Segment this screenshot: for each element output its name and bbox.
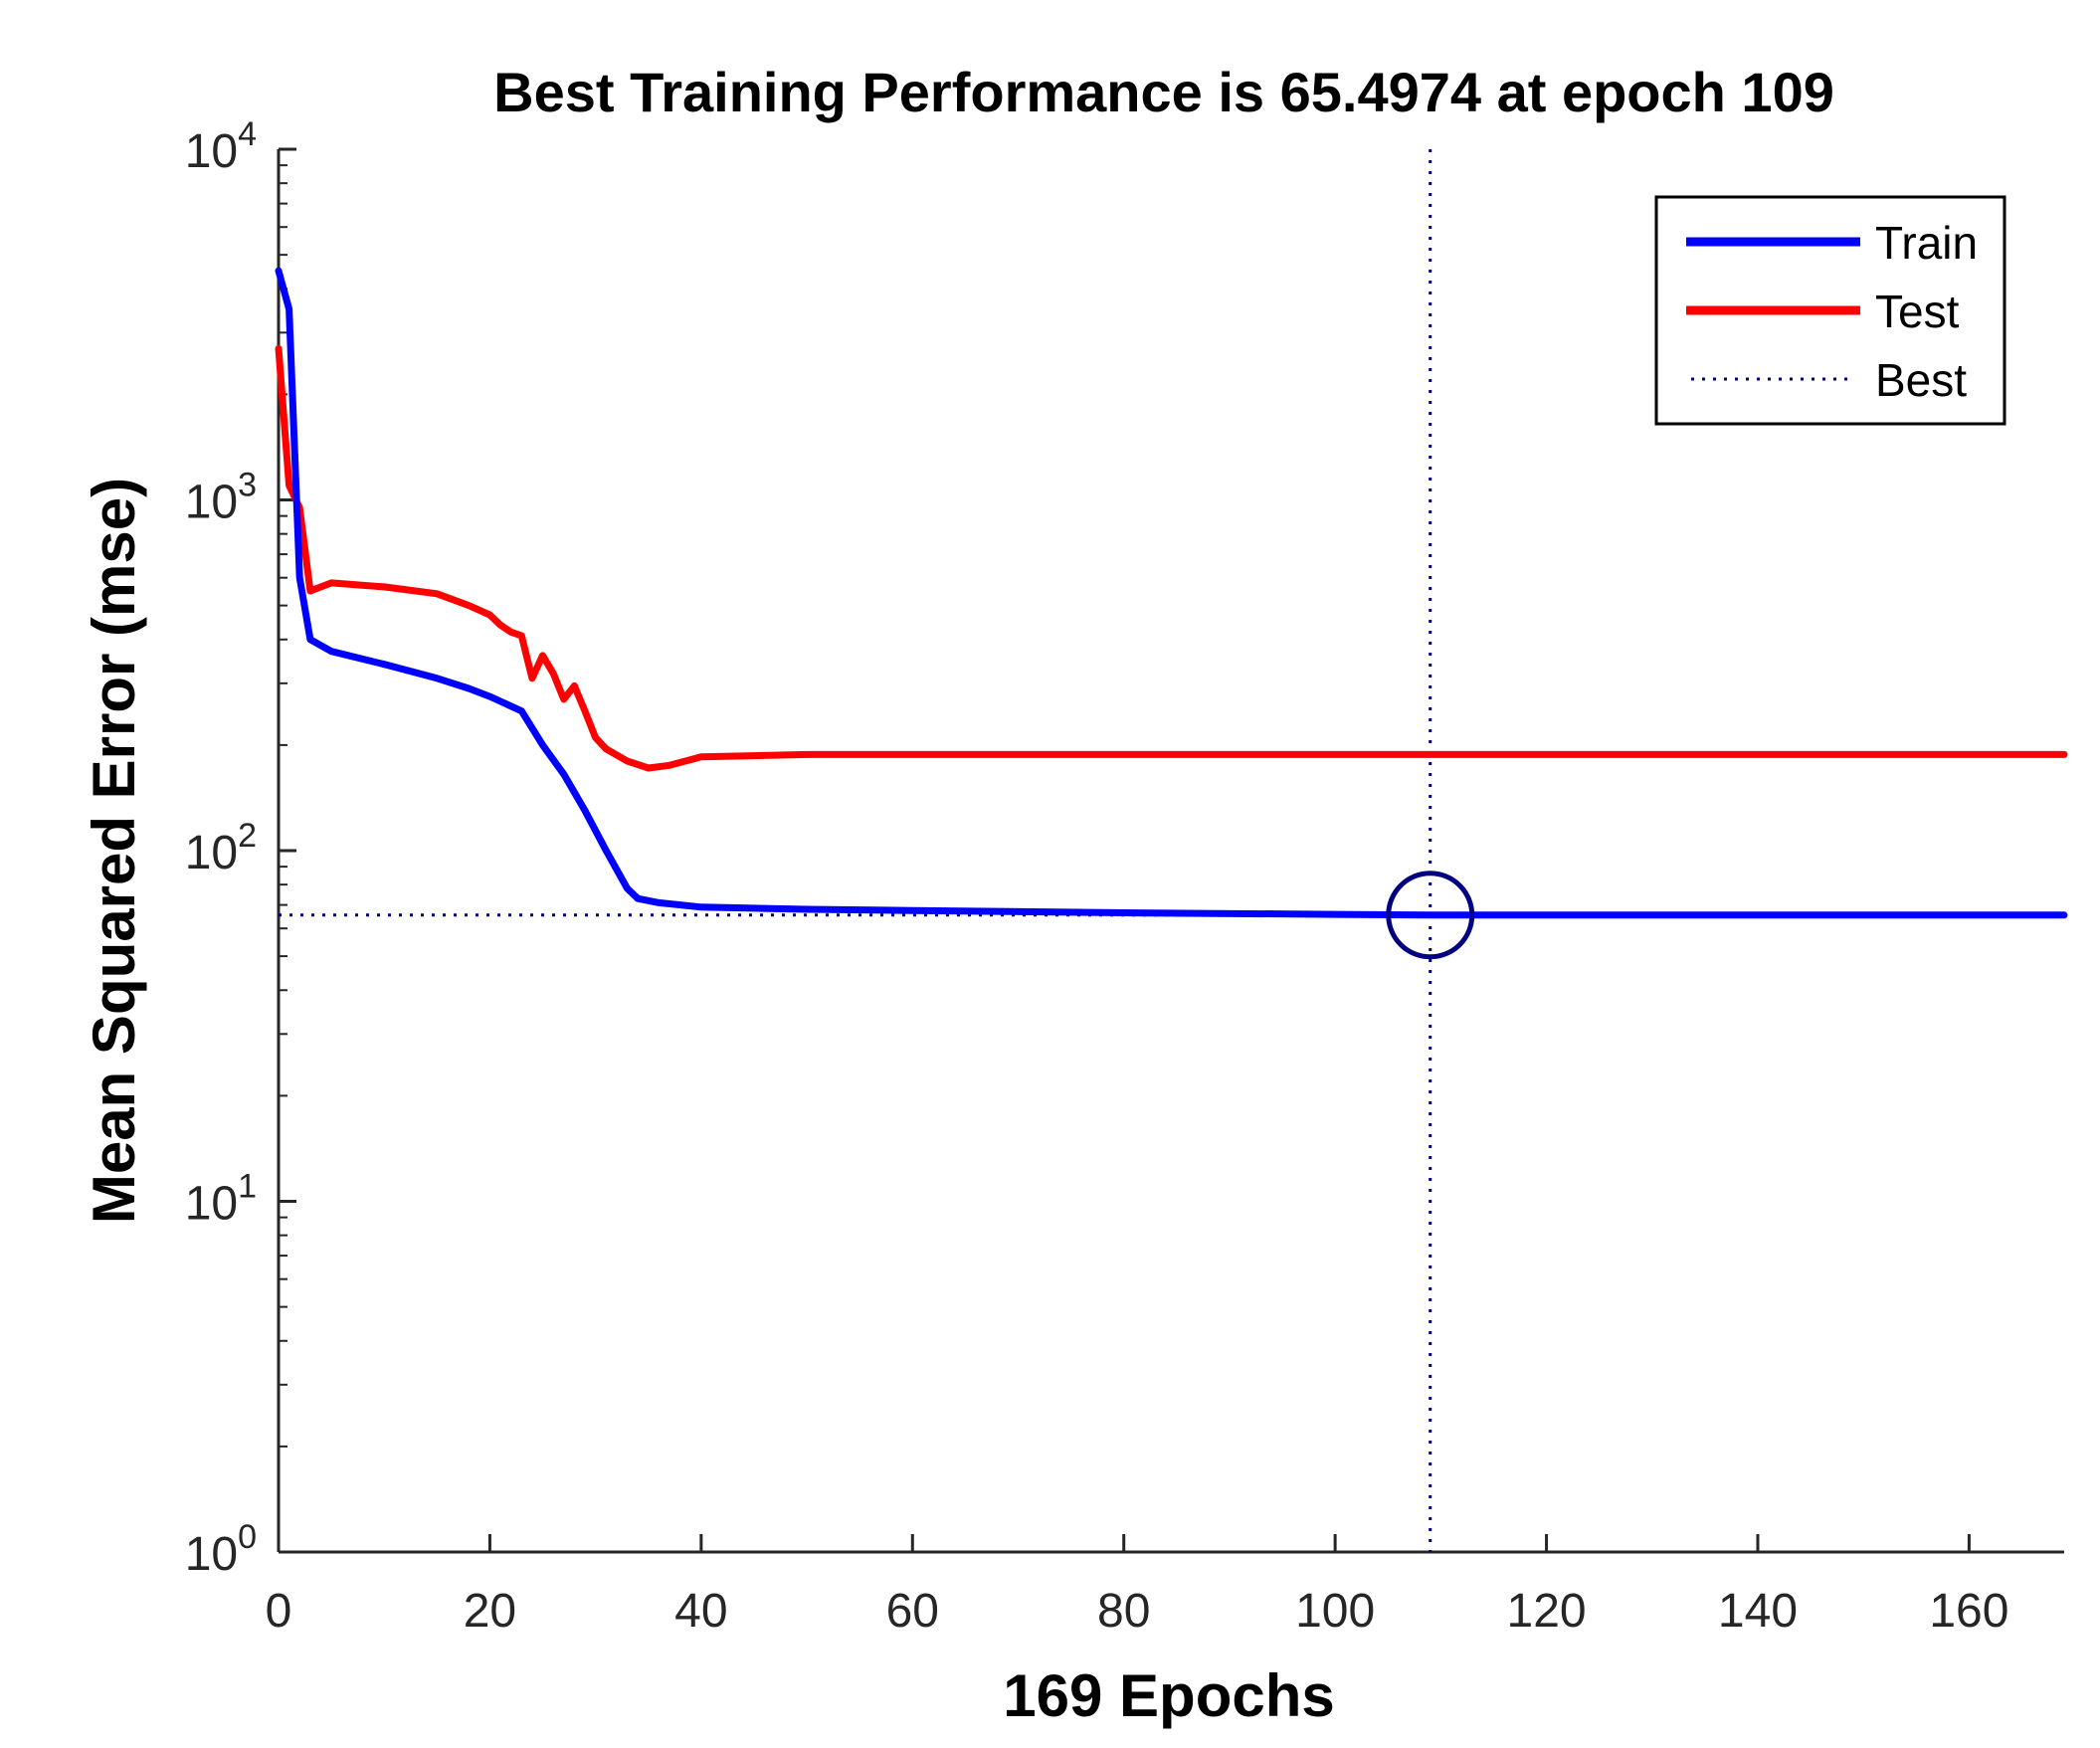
best-guides: [279, 149, 2064, 1552]
y-tick-label: 102: [185, 817, 257, 879]
x-tick-label: 80: [1097, 1585, 1150, 1638]
x-tick-label: 0: [266, 1585, 292, 1638]
x-tick-label: 100: [1295, 1585, 1375, 1638]
y-tick-exponent: 1: [238, 1168, 257, 1206]
y-tick-base: 10: [185, 827, 238, 879]
series-line-train: [275, 267, 2068, 919]
y-tick-exponent: 2: [238, 817, 257, 855]
series-line-test: [275, 344, 2068, 772]
chart-title: Best Training Performance is 65.4974 at …: [493, 61, 1834, 123]
y-tick-exponent: 3: [238, 467, 257, 504]
legend-label-best: Best: [1875, 354, 1967, 406]
x-axis-label: 169 Epochs: [1003, 1662, 1335, 1729]
x-tick-label: 120: [1507, 1585, 1587, 1638]
y-tick-label: 100: [185, 1518, 257, 1581]
y-tick-base: 10: [185, 125, 238, 178]
x-tick-label: 140: [1718, 1585, 1798, 1638]
y-tick-label: 101: [185, 1168, 257, 1231]
best-marker: [1386, 871, 1475, 960]
x-tick-label: 60: [886, 1585, 939, 1638]
legend-label-train: Train: [1875, 217, 1978, 269]
x-tick-label: 20: [464, 1585, 516, 1638]
y-tick-label: 104: [185, 115, 257, 178]
y-tick-label: 103: [185, 467, 257, 529]
y-tick-base: 10: [185, 1178, 238, 1231]
x-tick-label: 40: [674, 1585, 727, 1638]
x-ticks: 0 20 40 60 80 100 120 140 160: [266, 1534, 2008, 1638]
legend-label-test: Test: [1875, 286, 1960, 337]
x-tick-label: 160: [1929, 1585, 2008, 1638]
y-tick-exponent: 4: [238, 115, 257, 153]
y-tick-exponent: 0: [238, 1518, 257, 1556]
y-tick-base: 10: [185, 1528, 238, 1581]
legend: Train Test Best: [1654, 195, 2006, 426]
y-axis-label: Mean Squared Error (mse): [81, 478, 147, 1224]
y-tick-base: 10: [185, 477, 238, 529]
series-layer: [275, 267, 2068, 919]
